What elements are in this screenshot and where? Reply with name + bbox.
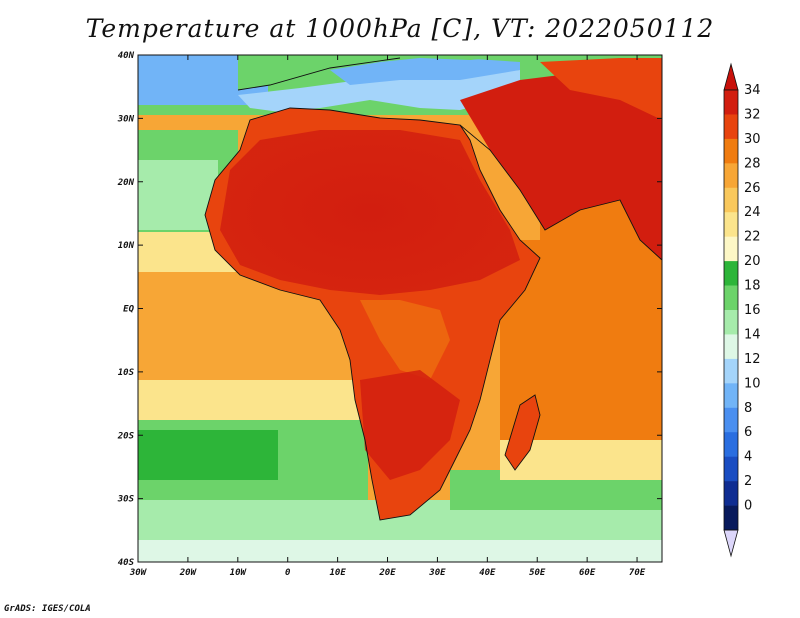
colorbar-label: 2: [744, 474, 752, 489]
colorbar-swatch: [724, 114, 738, 140]
colorbar-swatch: [724, 236, 738, 262]
colorbar-swatch: [724, 358, 738, 384]
lon-tick-label: 0: [285, 568, 291, 578]
colorbar-label: 30: [744, 132, 761, 147]
lon-tick-label: 20E: [378, 568, 396, 578]
lon-tick-label: 30W: [129, 568, 148, 578]
lon-tick-label: 60E: [579, 568, 596, 578]
coastlines: [204, 57, 662, 521]
colorbar-swatch: [724, 407, 738, 433]
lat-tick-label: EQ: [123, 305, 134, 315]
colorbar-swatch: [724, 383, 738, 409]
colorbar-label: 0: [744, 499, 752, 514]
lon-tick-label: 10W: [230, 568, 248, 578]
colorbar-label: 28: [744, 156, 761, 171]
colorbar-label: 16: [744, 303, 761, 318]
lat-tick-label: 40N: [118, 51, 135, 61]
lat-tick-label: 10S: [118, 368, 135, 378]
colorbar-label: 20: [744, 254, 761, 269]
colorbar-swatch: [724, 261, 738, 286]
colorbar-swatch: [724, 187, 738, 213]
map-field: [138, 55, 662, 562]
lon-tick-label: 70E: [629, 568, 646, 578]
colorbar-swatch: [724, 456, 738, 482]
colorbar-label: 26: [744, 181, 761, 196]
colorbar-label: 6: [744, 425, 752, 440]
lon-tick-label: 40E: [479, 568, 496, 578]
lat-tick-label: 30N: [117, 114, 135, 124]
grads-credit: GrADS: IGES/COLA: [4, 604, 91, 614]
lon-tick-label: 20W: [179, 568, 198, 578]
colorbar-swatch: [724, 310, 738, 335]
colorbar-swatch: [724, 90, 738, 115]
colorbar-label: 24: [744, 205, 761, 220]
colorbar-label: 18: [744, 279, 761, 294]
chart-title: Temperature at 1000hPa [C], VT: 20220501…: [85, 14, 715, 43]
lon-tick-label: 30E: [428, 568, 446, 578]
colorbar-top-arrow: [723, 62, 739, 91]
colorbar-swatch: [724, 163, 738, 189]
colorbar-label: 10: [744, 376, 761, 391]
lon-tick-label: 50E: [529, 568, 546, 578]
lat-tick-label: 30S: [117, 495, 135, 505]
colorbar-frame: [723, 89, 739, 531]
lon-tick-label: 10E: [329, 568, 346, 578]
colorbar-label: 12: [744, 352, 761, 367]
lat-tick-label: 40S: [118, 558, 135, 568]
longitude-axis: 30W 20W 10W 0 10E 20E 30E 40E 50E 60E 70E: [129, 55, 646, 578]
colorbar-swatch: [724, 285, 738, 311]
colorbar-label: 34: [744, 83, 761, 98]
lat-tick-label: 20N: [117, 178, 135, 188]
colorbar-bottom-arrow: [723, 529, 739, 558]
colorbar-swatch: [724, 212, 738, 237]
lat-tick-label: 20S: [117, 431, 135, 441]
lat-tick-label: 10N: [118, 241, 135, 251]
colorbar-swatch: [724, 138, 738, 164]
colorbar-label: 22: [744, 230, 761, 245]
colorbar-label: 8: [744, 401, 752, 416]
colorbar-swatch: [724, 334, 738, 360]
latitude-axis: 40N 30N 20N 10N EQ 10S 20S 30S 40S: [117, 51, 662, 568]
colorbar-label: 32: [744, 107, 761, 122]
colorbar-swatch: [724, 432, 738, 457]
colorbar-swatch: [724, 481, 738, 506]
colorbar-label: 14: [744, 327, 761, 342]
colorbar-swatch: [724, 505, 738, 531]
colorbar-label: 4: [744, 450, 752, 465]
